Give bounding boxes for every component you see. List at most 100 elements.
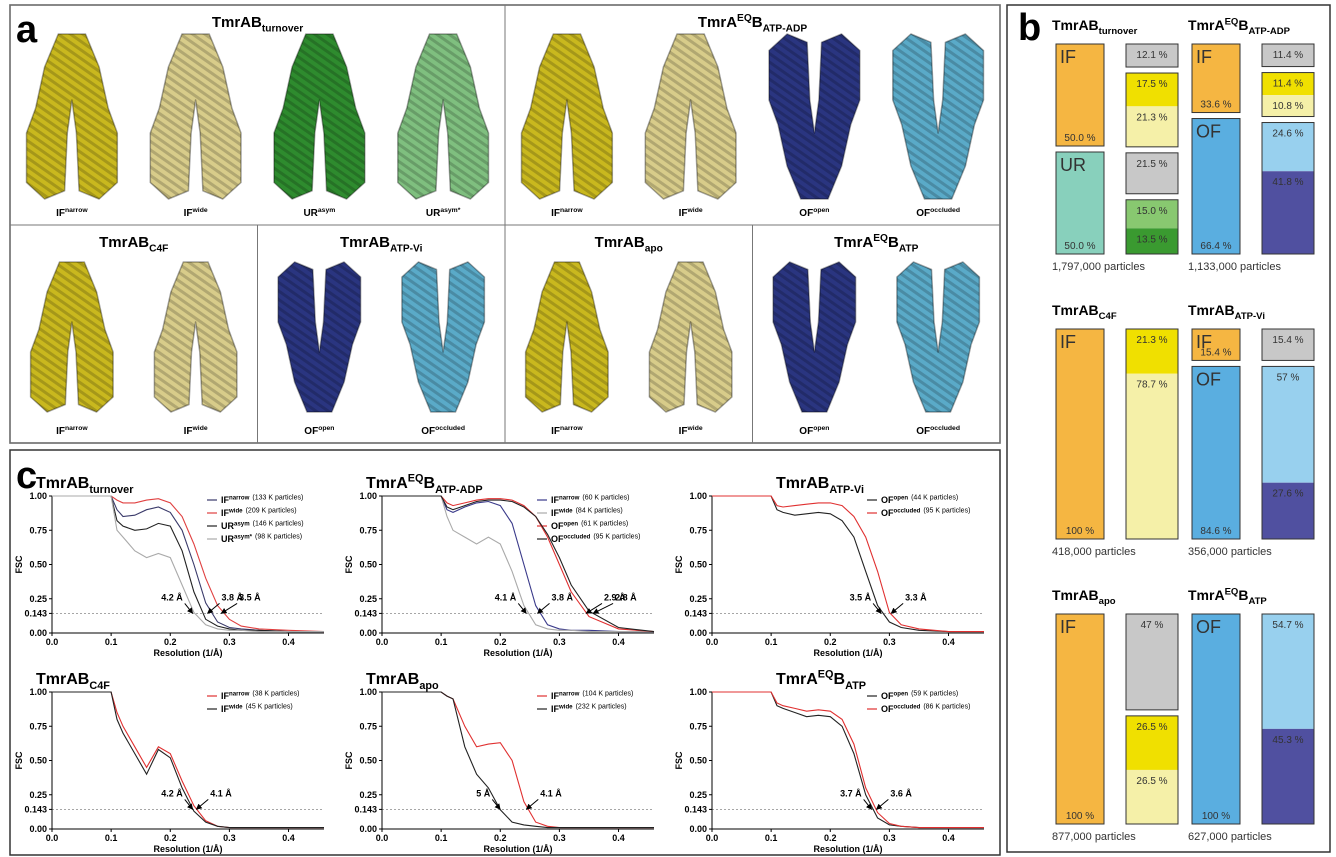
map-label-part: occluded	[930, 207, 960, 214]
map-label-part: narrow	[65, 425, 88, 432]
annotation-arrow	[872, 603, 882, 614]
group-title-part: TmrAB	[1052, 17, 1099, 33]
chart-title-part: C4F	[89, 680, 110, 692]
legend-particles: (95 K particles)	[593, 533, 640, 540]
fsc-curve	[382, 495, 655, 633]
fsc-curve	[712, 691, 984, 829]
y-tick-label: 0.75	[29, 721, 47, 731]
value-label: 66.4 %	[1200, 241, 1231, 252]
map-label: IFnarrow	[551, 207, 583, 219]
class-box	[1261, 72, 1315, 118]
legend-label-part: IF	[551, 691, 560, 701]
y-axis-label: FSC	[674, 751, 684, 770]
y-tick-label: 0.75	[689, 721, 707, 731]
legend-particles: (146 K particles)	[253, 520, 304, 527]
density-texture	[773, 262, 856, 412]
fsc-curve	[52, 691, 324, 829]
value-label: 11.4 %	[1273, 50, 1303, 61]
group-title: TmrAEQBATP	[834, 233, 919, 255]
group-title-part: B	[1238, 587, 1248, 603]
value-label: 33.6 %	[1200, 100, 1231, 111]
class-bar	[1126, 106, 1178, 147]
map-label-part: UR	[303, 208, 318, 219]
density-texture	[525, 262, 609, 412]
state-label: OF	[1196, 617, 1221, 637]
x-axis-label: Resolution (1/Å)	[484, 648, 553, 658]
state-label: OF	[1196, 122, 1221, 142]
y-tick-label: 0.50	[29, 756, 47, 766]
legend-label: URasym (146 K particles)	[221, 520, 304, 531]
chart-title-part: TmrAB	[36, 475, 89, 492]
map-label-part: wide	[687, 207, 703, 214]
fsc-curve	[52, 495, 324, 633]
density-texture	[278, 262, 361, 412]
y-tick-label: 0.50	[29, 560, 47, 570]
annotation: 3.6 Å	[890, 788, 912, 798]
density-texture	[150, 34, 241, 199]
map-label: OFopen	[799, 425, 829, 437]
group-title-part: B	[1238, 17, 1248, 33]
density-texture	[30, 262, 114, 412]
class-bar	[1126, 715, 1178, 770]
map-label-part: OF	[421, 426, 435, 437]
group-title: TmrABATP-Vi	[1188, 302, 1265, 322]
chart-title-part: ATP-Vi	[829, 484, 864, 496]
chart-title-part: ATP	[845, 680, 866, 692]
map-label-part: open	[813, 425, 829, 432]
state-label: IF	[1060, 332, 1076, 352]
fsc-curve	[52, 691, 324, 829]
class-bar	[1262, 329, 1314, 361]
group-title: TmrABC4F	[1052, 302, 1117, 322]
legend-label-part: asym*	[234, 533, 253, 540]
value-label: 41.8 %	[1272, 177, 1303, 188]
annotation: 3.8 Å	[552, 592, 574, 602]
chart-title: TmrABATP-Vi	[776, 475, 864, 496]
value-label: 54.7 %	[1272, 620, 1303, 631]
class-bar	[1262, 614, 1314, 729]
y-tick-label: 0.143	[24, 608, 47, 618]
fsc-curve	[382, 691, 654, 829]
state-bar	[1191, 118, 1241, 255]
legend-label: OFopen (61 K particles)	[551, 520, 628, 531]
map-label-part: narrow	[560, 425, 583, 432]
y-tick-label: 0.50	[689, 560, 707, 570]
density-texture	[769, 34, 860, 199]
group-title-part: EQ	[1225, 586, 1239, 597]
map-label-part: OF	[799, 426, 813, 437]
state-label: IF	[1196, 47, 1212, 67]
chart-title: TmrABturnover	[36, 475, 134, 496]
legend-particles: (59 K particles)	[911, 690, 958, 697]
legend-particles: (98 K particles)	[255, 533, 302, 540]
group-title: TmrABturnover	[212, 14, 303, 35]
group-title-part: B	[888, 234, 899, 251]
panel-letter: b	[1018, 7, 1041, 49]
map-label-part: IF	[551, 208, 560, 219]
chart-title-part: TmrA	[366, 475, 408, 492]
annotation-arrow	[592, 602, 614, 614]
fsc-curve	[712, 495, 984, 633]
fsc-curve	[52, 495, 324, 633]
value-label: 57 %	[1277, 372, 1300, 383]
annotation: 4.1 Å	[495, 592, 517, 602]
legend-label-part: UR	[221, 521, 234, 531]
y-tick-label: 1.00	[689, 687, 707, 697]
group-title-part: EQ	[873, 233, 888, 244]
annotation-arrow	[207, 603, 220, 614]
map-label: OFoccluded	[421, 425, 465, 437]
y-tick-label: 0.25	[29, 790, 47, 800]
x-tick-label: 0.0	[706, 833, 719, 843]
map-label: OFoccluded	[916, 425, 960, 437]
group-title: TmrAEQBATP	[1188, 586, 1267, 607]
legend-label-part: IF	[221, 691, 230, 701]
legend-label: OFoccluded (95 K particles)	[551, 533, 640, 544]
annotation-arrow	[195, 799, 209, 810]
legend-label-part: OF	[881, 508, 894, 518]
x-tick-label: 0.4	[282, 833, 295, 843]
annotation-arrow	[890, 603, 904, 614]
value-label: 15.4 %	[1272, 335, 1303, 346]
legend-label-part: occluded	[894, 703, 921, 710]
group-title-part: TmrAB	[1052, 302, 1099, 318]
annotation-arrow	[537, 603, 550, 614]
map-label-part: occluded	[930, 425, 960, 432]
class-box	[1125, 43, 1179, 68]
